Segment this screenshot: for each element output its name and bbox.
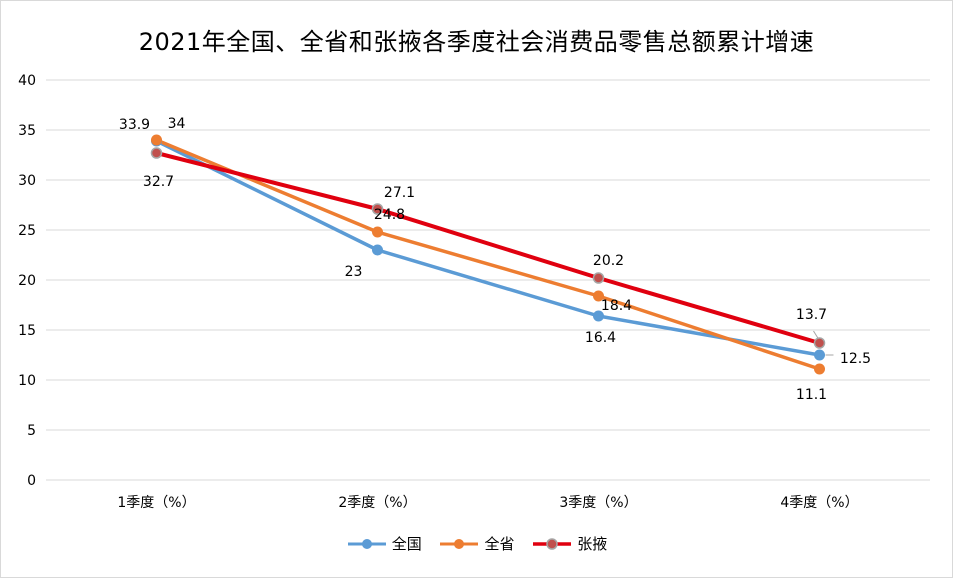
x-axis-ticks: 1季度（%） 2季度（%） 3季度（%） 4季度（%） [117, 495, 858, 511]
data-labels: 33.9 23 16.4 12.5 34 24.8 18.4 11.1 32.7 27.1 20.2… [119, 116, 871, 403]
x-tick-label: 3季度（%） [559, 495, 637, 511]
y-tick-label: 10 [18, 373, 36, 389]
data-point [372, 244, 383, 256]
data-label: 24.8 [374, 207, 405, 223]
y-tick-label: 30 [18, 173, 36, 189]
legend-item-national: 全国 [346, 533, 422, 554]
legend-swatch-province [440, 538, 479, 549]
y-tick-label: 0 [27, 473, 36, 489]
legend-swatch-zhangye [533, 537, 572, 550]
legend-label-zhangye: 张掖 [577, 535, 608, 553]
data-point [814, 363, 825, 375]
legend-swatch-national [347, 538, 386, 549]
series-points [150, 134, 826, 375]
data-label: 32.7 [143, 174, 174, 190]
legend-label-province: 全省 [484, 535, 515, 553]
data-label: 27.1 [384, 185, 415, 201]
y-tick-label: 15 [18, 323, 36, 339]
y-tick-label: 20 [18, 273, 36, 289]
legend-item-province: 全省 [438, 533, 515, 554]
series-line-2 [156, 151, 821, 345]
legend: 全国 全省 张掖 [0, 533, 953, 556]
series-line-0 [155, 139, 820, 357]
y-axis-ticks: 0 5 10 15 20 25 30 35 40 [18, 73, 36, 489]
series-line-1 [155, 138, 821, 371]
series-lines [155, 138, 821, 371]
chart-title: 2021年全国、全省和张掖各季度社会消费品零售总额累计增速 [138, 28, 815, 56]
data-point [372, 226, 383, 238]
data-label: 33.9 [119, 117, 150, 133]
x-tick-label: 2季度（%） [338, 495, 416, 511]
y-tick-label: 25 [18, 223, 36, 239]
x-tick-label: 1季度（%） [117, 495, 195, 511]
y-tick-label: 35 [18, 123, 36, 139]
y-tick-label: 5 [27, 423, 36, 439]
data-point [150, 147, 163, 159]
data-label: 13.7 [796, 307, 827, 323]
data-label: 18.4 [601, 298, 632, 314]
data-label: 34 [168, 116, 186, 132]
y-tick-label: 40 [18, 73, 36, 89]
data-point [592, 272, 605, 284]
data-point [151, 134, 162, 146]
legend-label-national: 全国 [391, 535, 422, 553]
data-point [814, 349, 825, 361]
x-tick-label: 4季度（%） [780, 495, 858, 511]
leader-line [813, 330, 819, 340]
data-label: 23 [345, 264, 363, 280]
data-label: 12.5 [840, 351, 871, 367]
gridlines [46, 79, 930, 481]
data-label: 16.4 [585, 330, 616, 346]
data-point [593, 290, 604, 302]
data-point [593, 310, 604, 322]
data-label: 20.2 [593, 253, 624, 269]
data-point [371, 203, 384, 215]
legend-item-zhangye: 张掖 [531, 533, 607, 554]
data-label: 11.1 [796, 387, 827, 403]
data-point [813, 337, 826, 349]
